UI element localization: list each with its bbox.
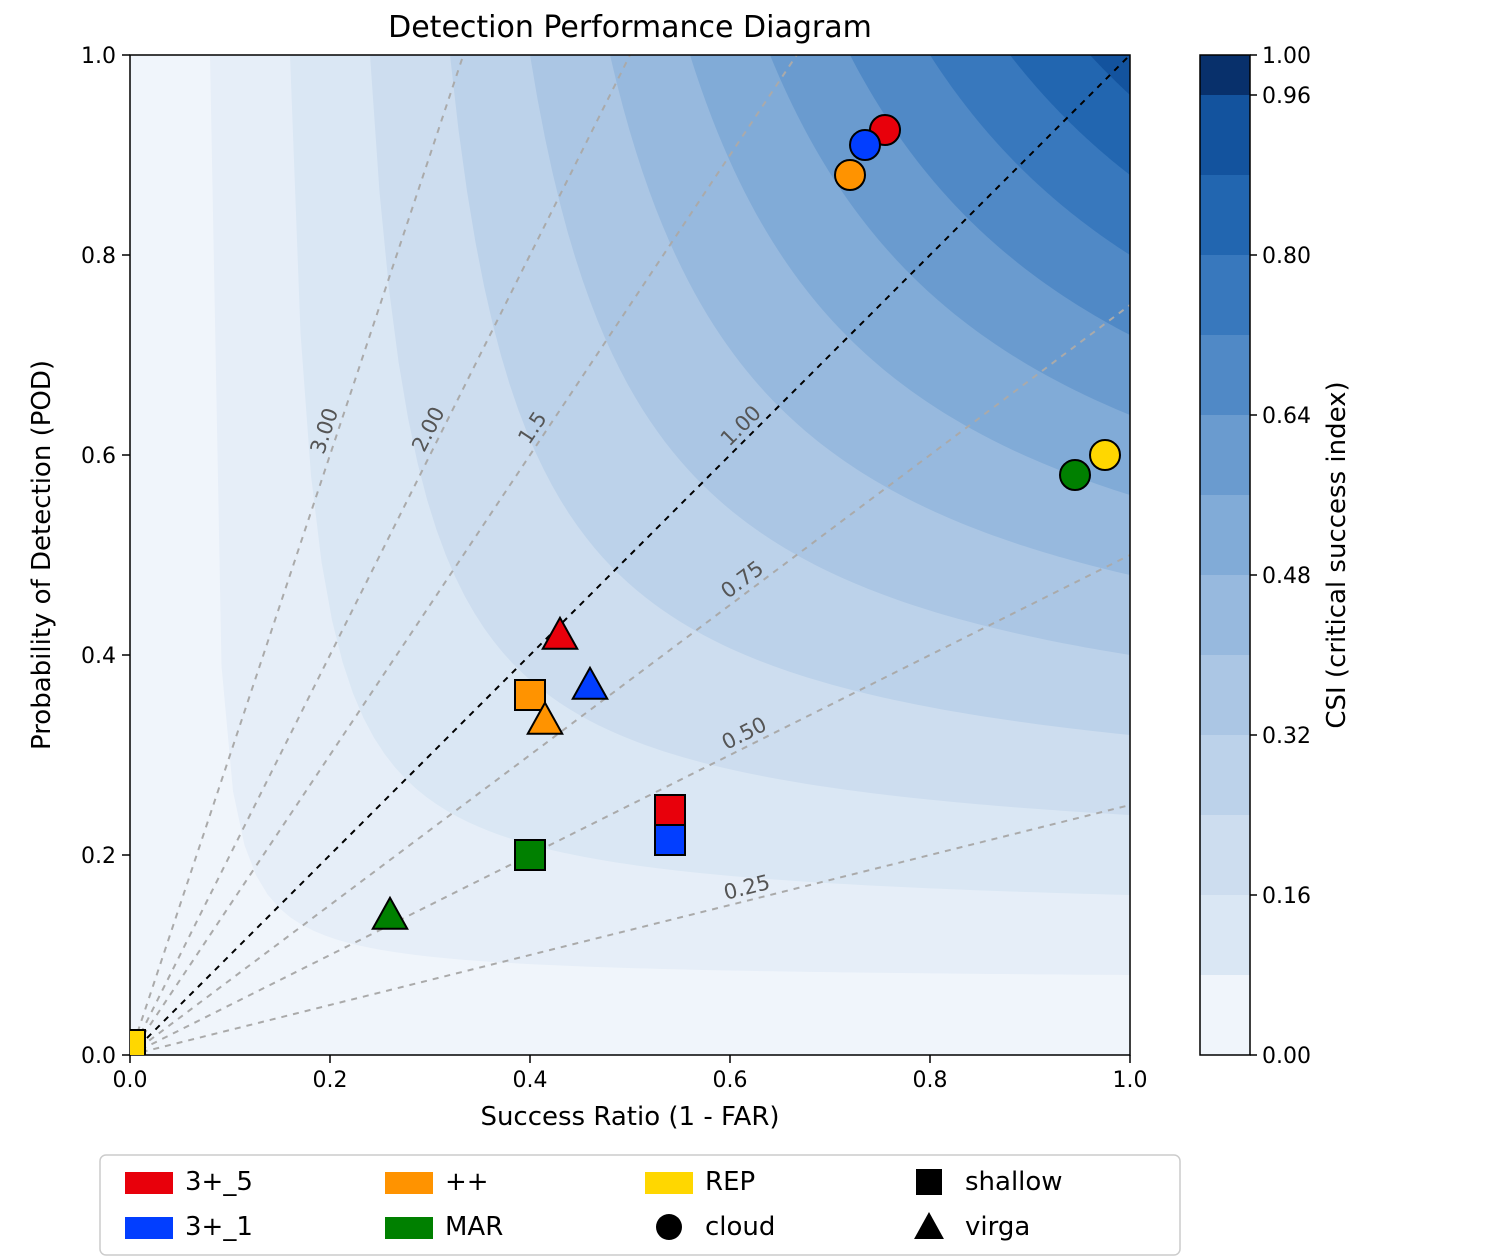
colorbar: 0.00 0.16 0.32 0.48 0.64 0.80 0.96 1.00 CSI (cri…	[1200, 44, 1352, 1069]
y-axis-label: Probability of Detection (POD)	[27, 360, 57, 750]
performance-diagram: 0.250.500.751.001.52.003.000.00.00.20.20…	[0, 0, 1500, 1260]
colorbar-tick-label: 0.80	[1262, 244, 1311, 269]
y-tick-label: 0.8	[81, 244, 116, 269]
x-tick-label: 0.0	[113, 1068, 148, 1093]
x-tick-label: 1.0	[1113, 1068, 1148, 1093]
legend-swatch	[645, 1172, 693, 1194]
colorbar-tick-label: 0.48	[1262, 564, 1311, 589]
y-tick-label: 0.2	[81, 844, 116, 869]
x-tick-label: 0.4	[513, 1068, 548, 1093]
x-tick-label: 0.8	[913, 1068, 948, 1093]
colorbar-tick-label: 0.32	[1262, 724, 1311, 749]
x-tick-label: 0.2	[313, 1068, 348, 1093]
legend-label: ++	[445, 1167, 489, 1197]
legend-swatch	[385, 1217, 433, 1239]
y-tick-label: 0.4	[81, 644, 116, 669]
legend-label: 3+_5	[185, 1167, 253, 1197]
colorbar-tick-label: 0.00	[1262, 1044, 1311, 1069]
legend-label: MAR	[445, 1212, 503, 1242]
legend-swatch	[125, 1172, 173, 1194]
y-tick-label: 1.0	[81, 44, 116, 69]
legend-swatch	[385, 1172, 433, 1194]
legend-label: 3+_1	[185, 1212, 253, 1242]
legend-label: virga	[965, 1212, 1030, 1242]
legend-label: shallow	[965, 1167, 1063, 1197]
colorbar-tick-label: 0.96	[1262, 84, 1311, 109]
legend-swatch	[125, 1217, 173, 1239]
x-axis-label: Success Ratio (1 - FAR)	[480, 1102, 779, 1132]
colorbar-label: CSI (critical success index)	[1322, 381, 1352, 728]
colorbar-tick-label: 1.00	[1262, 44, 1311, 69]
colorbar-tick-label: 0.16	[1262, 884, 1311, 909]
legend: 3+_5 3+_1 ++ MAR REP cloud shallow virga	[100, 1155, 1180, 1255]
legend-label: REP	[705, 1167, 755, 1197]
legend-label: cloud	[705, 1212, 775, 1242]
x-tick-label: 0.6	[713, 1068, 748, 1093]
y-tick-label: 0.0	[81, 1044, 116, 1069]
y-tick-label: 0.6	[81, 444, 116, 469]
colorbar-tick-label: 0.64	[1262, 404, 1311, 429]
chart-title: Detection Performance Diagram	[388, 10, 872, 45]
